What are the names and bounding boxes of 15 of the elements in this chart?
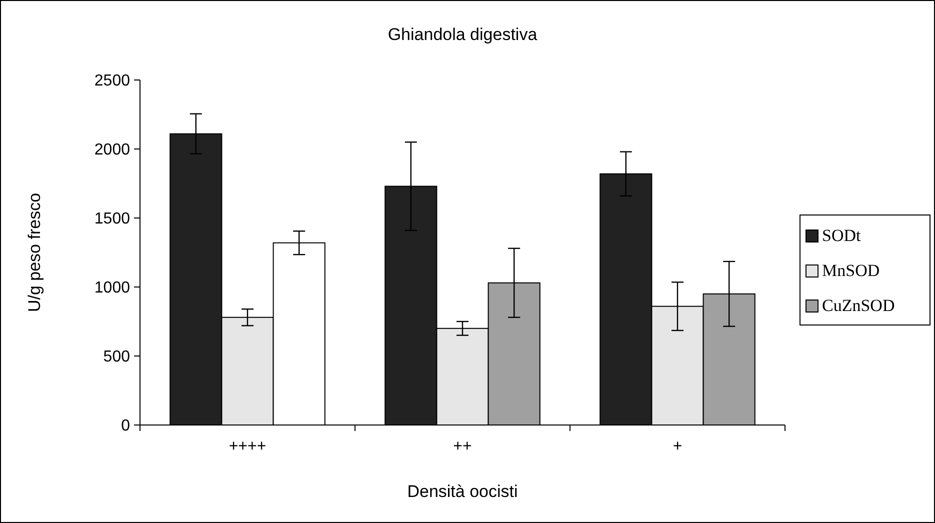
y-tick-label: 2000 <box>94 142 130 159</box>
y-tick-label: 1500 <box>94 210 130 228</box>
y-tick-label: 500 <box>103 348 130 366</box>
x-tick-label: ++++ <box>228 438 266 455</box>
x-tick-label: + <box>672 438 682 455</box>
x-axis-title: Densità oocisti <box>407 482 518 501</box>
y-tick-label: 2500 <box>94 72 130 90</box>
y-tick-label: 0 <box>121 418 130 435</box>
legend-label: SODt <box>822 226 862 245</box>
y-tick-label: 1000 <box>94 280 130 297</box>
chart-title: Ghiandola digestiva <box>388 25 538 44</box>
y-axis-title: U/g peso fresco <box>25 192 44 312</box>
legend-label: MnSOD <box>822 261 880 280</box>
x-tick-label: ++ <box>453 438 472 455</box>
legend-label: CuZnSOD <box>822 296 895 315</box>
